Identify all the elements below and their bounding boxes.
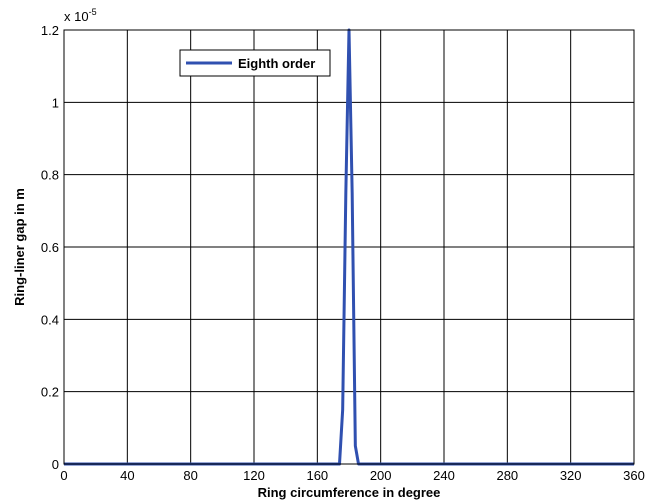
legend-label-eighth-order: Eighth order [238,56,315,71]
x-axis-ticks: 0 40 80 120 160 200 240 280 320 360 [60,468,644,483]
y-tick-label: 1.2 [41,23,59,38]
y-tick-label: 0.6 [41,240,59,255]
x-tick-label: 320 [560,468,582,483]
x-tick-label: 200 [370,468,392,483]
y-tick-label: 0.8 [41,168,59,183]
x-tick-label: 160 [306,468,328,483]
y-tick-label: 0 [52,457,59,472]
y-axis-ticks: 0 0.2 0.4 0.6 0.8 1 1.2 [41,23,59,472]
x-tick-label: 120 [243,468,265,483]
plot-frame [63,29,635,465]
y-tick-label: 1 [52,95,59,110]
x-tick-label: 280 [496,468,518,483]
y-axis-label: Ring-liner gap in m [12,188,27,306]
x-tick-label: 360 [623,468,645,483]
y-exponent-power: -5 [89,7,97,17]
y-tick-label: 0.4 [41,312,59,327]
x-axis-label: Ring circumference in degree [258,485,441,500]
y-exponent-base: x 10 [64,9,89,24]
x-tick-label: 240 [433,468,455,483]
y-exponent-label: x 10-5 [64,7,97,24]
x-tick-label: 0 [60,468,67,483]
y-tick-label: 0.2 [41,385,59,400]
x-tick-label: 80 [183,468,197,483]
x-tick-label: 40 [120,468,134,483]
legend: Eighth order [179,49,331,77]
